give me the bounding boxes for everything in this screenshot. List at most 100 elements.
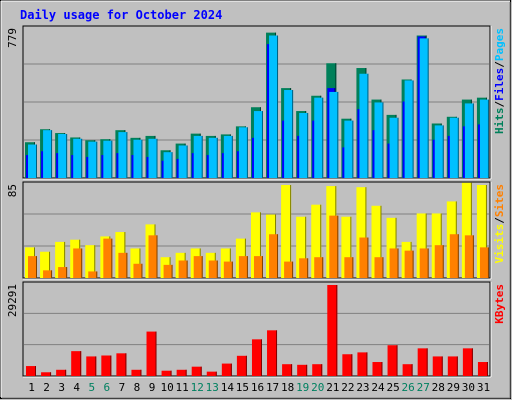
pages-bar (329, 91, 339, 178)
legend-entry: Sites (493, 184, 506, 217)
x-axis-day-label: 21 (326, 381, 339, 394)
pages-bar-shade (367, 73, 369, 178)
visits-bar-shade (94, 245, 96, 278)
sites-bar (208, 260, 218, 278)
pages-bar-shade (487, 99, 489, 178)
visits-bar (55, 241, 66, 278)
legend-entry: Files (493, 68, 506, 101)
visits-bar-shade (320, 204, 322, 278)
kbytes-bar (56, 369, 67, 376)
kbytes-bar (402, 364, 413, 376)
sites-bar-shade (457, 234, 459, 278)
sites-bar (28, 256, 37, 278)
kbytes-bar (251, 339, 262, 376)
y-max-label: 85 (6, 184, 19, 197)
x-axis-day-label: 5 (88, 381, 95, 394)
visits-bar (281, 185, 292, 278)
pages-bar-shade (231, 135, 233, 178)
x-axis-day-label: 6 (104, 381, 111, 394)
sites-bar-shade (397, 248, 399, 278)
sites-bar (479, 247, 489, 278)
visits-bar-shade (139, 248, 141, 278)
pages-bar (389, 117, 399, 178)
pages-bar-shade (412, 80, 414, 178)
kbytes-bar-shade (140, 369, 142, 376)
legend-text: Visits/Sites (493, 184, 506, 264)
pages-bar-shade (186, 145, 188, 178)
x-axis-day-label: 31 (477, 381, 490, 394)
sites-bar (193, 256, 203, 278)
sites-bar-shade (412, 250, 414, 278)
x-axis-day-label: 2 (43, 381, 50, 394)
visits-bar-shade (64, 241, 66, 278)
sites-bar (269, 234, 279, 278)
pages-bar (133, 139, 143, 178)
pages-bar-shade (201, 135, 203, 178)
kbytes-bar (191, 366, 202, 376)
kbytes-bar (432, 356, 443, 376)
pages-bar (479, 99, 489, 178)
kbytes-bar-shade (336, 285, 338, 376)
kbytes-bar (462, 348, 473, 376)
pages-bar (374, 102, 384, 178)
pages-bar (58, 134, 68, 178)
kbytes-bar (342, 354, 353, 376)
sites-bar (103, 238, 113, 278)
pages-bar (284, 90, 294, 178)
pages-bar (178, 145, 188, 178)
kbytes-bar (176, 369, 187, 376)
sites-bar-shade (277, 234, 279, 278)
pages-bar (43, 130, 53, 178)
visits-bar (356, 187, 367, 278)
pages-bar (404, 80, 414, 178)
pages-bar-shade (457, 117, 459, 178)
kbytes-bar-shade (245, 355, 247, 376)
kbytes-bar-shade (351, 354, 353, 376)
sites-bar-shade (261, 256, 263, 278)
kbytes-bar-shade (260, 339, 262, 376)
kbytes-bar-shade (291, 364, 293, 376)
sites-bar (253, 256, 263, 278)
kbytes-bar-shade (471, 348, 473, 376)
kbytes-bar-shade (50, 372, 52, 376)
visits-bar-shade (350, 216, 352, 278)
legend-text: KBytes (493, 284, 506, 324)
pages-bar-shade (397, 117, 399, 178)
kbytes-bar-shade (411, 364, 413, 376)
kbytes-bar (297, 364, 308, 376)
x-axis-day-label: 24 (371, 381, 385, 394)
sites-bar (148, 235, 158, 278)
sites-bar (419, 248, 429, 278)
sites-bar (88, 271, 98, 278)
pages-bar (223, 135, 233, 178)
visits-bar (85, 245, 96, 278)
sites-bar (299, 258, 309, 278)
pages-bar-shade (111, 140, 113, 178)
x-axis-day-label: 20 (311, 381, 324, 394)
sites-bar (223, 261, 233, 278)
sites-bar-shade (171, 264, 173, 278)
pages-bar (208, 137, 218, 178)
sites-bar-shade (36, 256, 37, 278)
kbytes-bar (131, 369, 142, 376)
pages-bar (299, 112, 309, 178)
visits-bar (341, 216, 352, 278)
kbytes-bar (372, 362, 383, 376)
y-max-label: 29291 (6, 284, 19, 317)
x-axis-day-label: 7 (119, 381, 126, 394)
kbytes-bar-shade (426, 348, 428, 376)
sites-bar-shade (231, 261, 233, 278)
sites-bar-shade (111, 238, 113, 278)
sites-bar-shade (51, 270, 53, 278)
legend-text: Hits/Files/Pages (493, 28, 506, 134)
sites-bar (43, 270, 53, 278)
sites-bar-shade (472, 235, 474, 278)
kbytes-bar (477, 362, 488, 376)
pages-bar-shade (171, 152, 173, 178)
x-axis-day-label: 3 (58, 381, 65, 394)
visits-bar-shade (485, 185, 487, 278)
pages-bar-shade (322, 97, 324, 178)
pages-bar-shade (51, 130, 53, 178)
sites-bar-shade (141, 263, 143, 278)
